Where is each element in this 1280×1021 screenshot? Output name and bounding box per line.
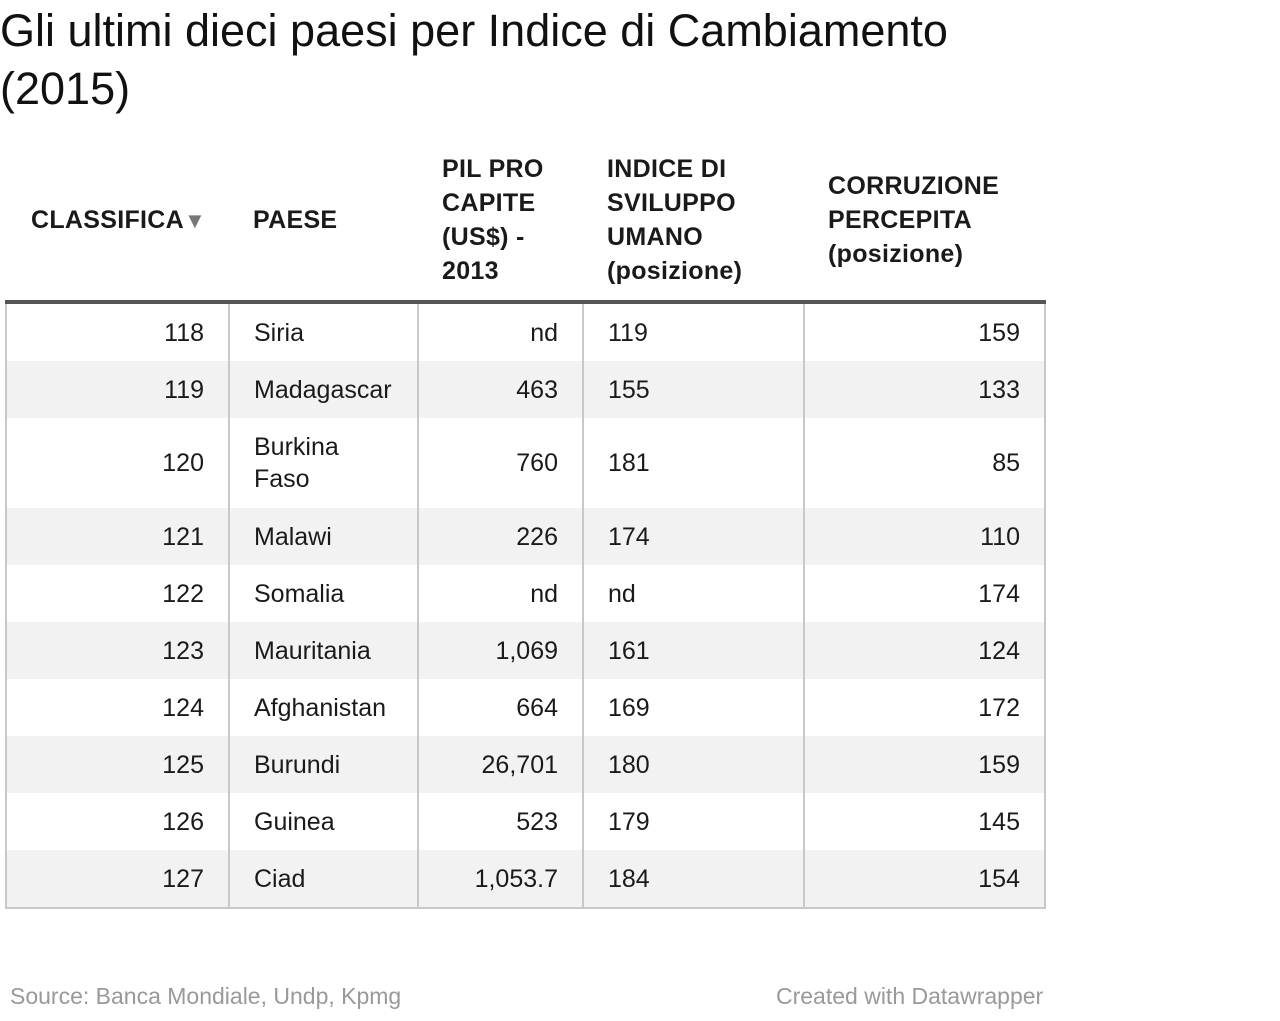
column-header-label: PAESE: [253, 206, 338, 234]
cell-classifica: 124: [5, 679, 230, 736]
table-row: 127 Ciad 1,053.7 184 154: [5, 850, 1046, 909]
table-row: 120 Burkina Faso 760 181 85: [5, 418, 1046, 508]
cell-classifica: 127: [5, 850, 230, 909]
sort-down-icon[interactable]: ▼: [184, 207, 207, 233]
cell-pil: 1,053.7: [417, 850, 584, 909]
column-header-paese[interactable]: PAESE: [229, 140, 418, 304]
cell-classifica: 118: [5, 302, 230, 361]
cell-isu: 155: [582, 361, 805, 418]
cell-paese: Burundi: [228, 736, 419, 793]
cell-isu: nd: [582, 565, 805, 622]
data-table: CLASSIFICA▼ PAESE PIL PRO CAPITE (US$) -…: [5, 140, 1046, 909]
cell-corruzione: 174: [803, 565, 1046, 622]
cell-corruzione: 85: [803, 418, 1046, 508]
cell-pil: nd: [417, 565, 584, 622]
header-row: CLASSIFICA▼ PAESE PIL PRO CAPITE (US$) -…: [6, 140, 1045, 304]
cell-paese: Siria: [228, 302, 419, 361]
cell-classifica: 119: [5, 361, 230, 418]
column-header-label: INDICE DI SVILUPPO UMANO (posizione): [607, 155, 743, 285]
data-table-container: CLASSIFICA▼ PAESE PIL PRO CAPITE (US$) -…: [5, 140, 1046, 909]
table-row: 123 Mauritania 1,069 161 124: [5, 622, 1046, 679]
cell-corruzione: 110: [803, 508, 1046, 565]
cell-pil: 760: [417, 418, 584, 508]
table-row: 121 Malawi 226 174 110: [5, 508, 1046, 565]
table-header: CLASSIFICA▼ PAESE PIL PRO CAPITE (US$) -…: [6, 140, 1045, 304]
cell-isu: 179: [582, 793, 805, 850]
table-row: 118 Siria nd 119 159: [5, 302, 1046, 361]
cell-isu: 181: [582, 418, 805, 508]
cell-classifica: 122: [5, 565, 230, 622]
table-row: 122 Somalia nd nd 174: [5, 565, 1046, 622]
cell-corruzione: 172: [803, 679, 1046, 736]
cell-corruzione: 159: [803, 736, 1046, 793]
cell-paese: Ciad: [228, 850, 419, 909]
column-header-label: CORRUZIONE PERCEPITA (posizione): [828, 172, 1000, 268]
cell-classifica: 123: [5, 622, 230, 679]
cell-isu: 169: [582, 679, 805, 736]
cell-pil: nd: [417, 302, 584, 361]
column-header-label: CLASSIFICA: [31, 205, 184, 234]
cell-corruzione: 133: [803, 361, 1046, 418]
credit-link[interactable]: Created with Datawrapper: [776, 983, 1044, 1009]
cell-pil: 226: [417, 508, 584, 565]
cell-isu: 184: [582, 850, 805, 909]
cell-paese: Madagascar: [228, 361, 419, 418]
cell-classifica: 125: [5, 736, 230, 793]
cell-paese: Afghanistan: [228, 679, 419, 736]
cell-isu: 161: [582, 622, 805, 679]
cell-pil: 26,701: [417, 736, 584, 793]
table-row: 119 Madagascar 463 155 133: [5, 361, 1046, 418]
cell-pil: 1,069: [417, 622, 584, 679]
cell-pil: 523: [417, 793, 584, 850]
chart-title: Gli ultimi dieci paesi per Indice di Cam…: [0, 5, 948, 114]
column-header-corruzione[interactable]: CORRUZIONE PERCEPITA (posizione): [804, 140, 1045, 304]
cell-pil: 463: [417, 361, 584, 418]
cell-corruzione: 124: [803, 622, 1046, 679]
column-header-label: PIL PRO CAPITE (US$) - 2013: [442, 155, 544, 285]
cell-corruzione: 145: [803, 793, 1046, 850]
cell-corruzione: 159: [803, 302, 1046, 361]
cell-paese: Somalia: [228, 565, 419, 622]
cell-paese: Burkina Faso: [228, 418, 419, 508]
table-row: 124 Afghanistan 664 169 172: [5, 679, 1046, 736]
cell-classifica: 121: [5, 508, 230, 565]
cell-paese: Malawi: [228, 508, 419, 565]
cell-paese: Mauritania: [228, 622, 419, 679]
source-note: Source: Banca Mondiale, Undp, Kpmg: [10, 983, 402, 1009]
column-header-isu[interactable]: INDICE DI SVILUPPO UMANO (posizione): [583, 140, 804, 304]
cell-corruzione: 154: [803, 850, 1046, 909]
table-row: 126 Guinea 523 179 145: [5, 793, 1046, 850]
cell-isu: 119: [582, 302, 805, 361]
cell-classifica: 126: [5, 793, 230, 850]
cell-isu: 174: [582, 508, 805, 565]
column-header-pil[interactable]: PIL PRO CAPITE (US$) - 2013: [418, 140, 583, 304]
table-row: 125 Burundi 26,701 180 159: [5, 736, 1046, 793]
cell-classifica: 120: [5, 418, 230, 508]
table-body: 118 Siria nd 119 159 119 Madagascar 463 155 133 12…: [5, 302, 1046, 909]
cell-pil: 664: [417, 679, 584, 736]
cell-isu: 180: [582, 736, 805, 793]
column-header-classifica[interactable]: CLASSIFICA▼: [6, 140, 229, 304]
cell-paese: Guinea: [228, 793, 419, 850]
